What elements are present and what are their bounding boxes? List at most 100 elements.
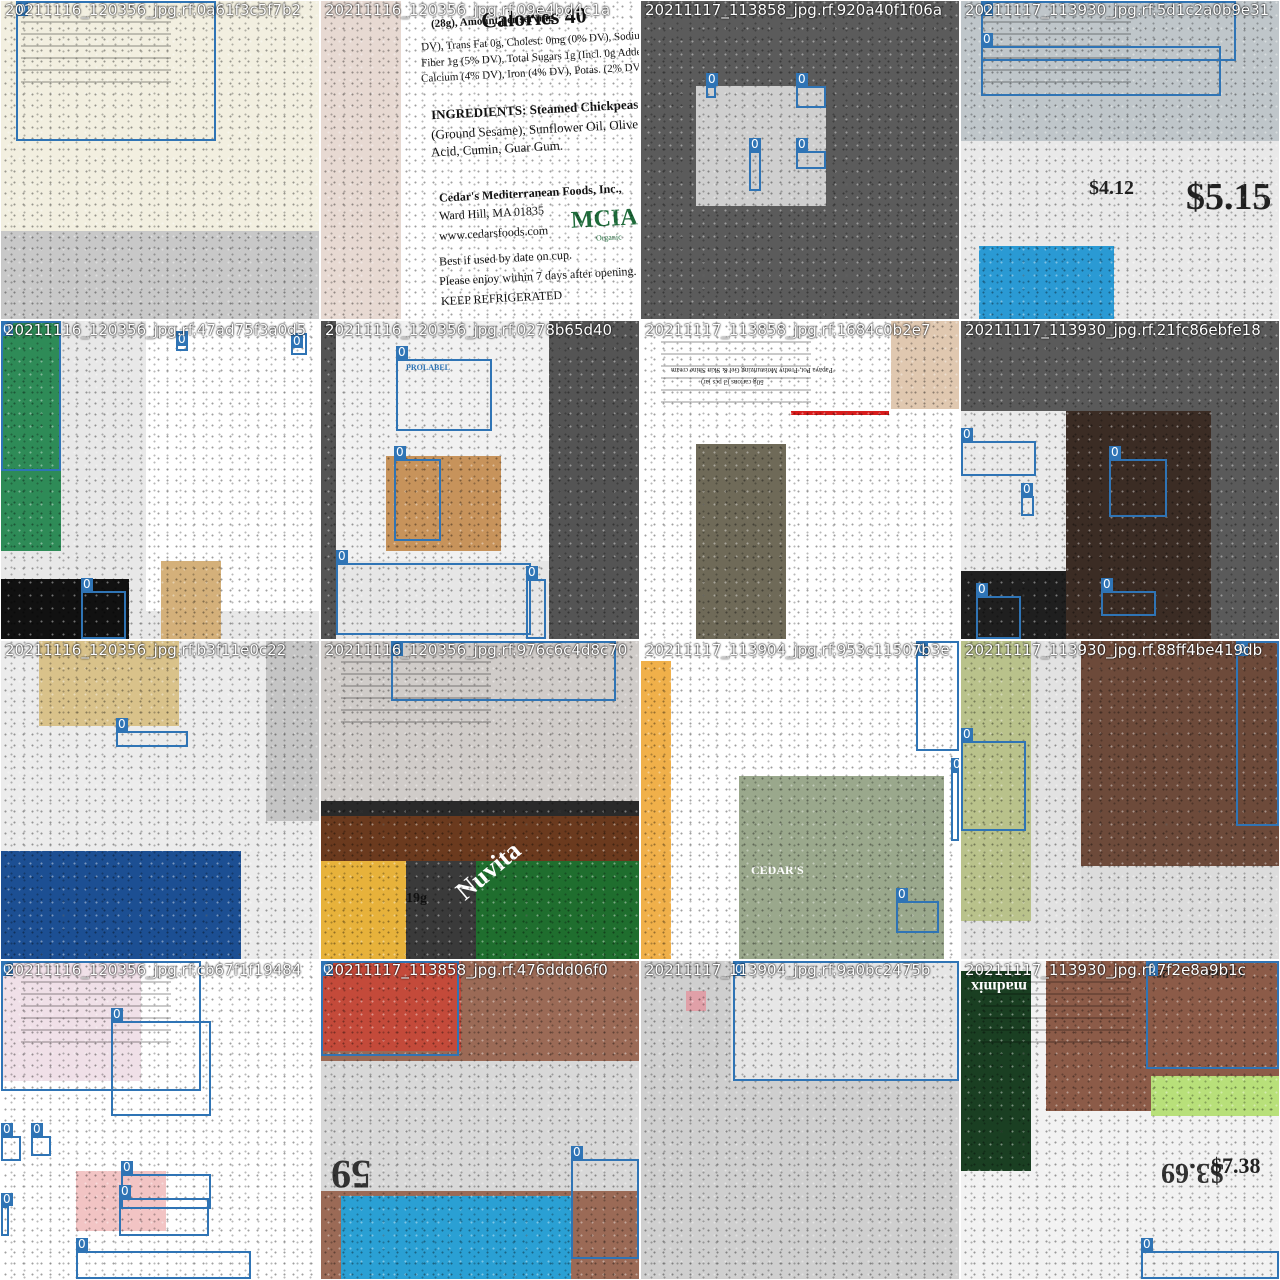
text-line bbox=[21, 57, 171, 59]
text-line bbox=[21, 21, 171, 23]
image-region bbox=[1151, 1076, 1279, 1116]
image-region bbox=[979, 246, 1114, 319]
text-line bbox=[661, 353, 811, 355]
detection-box: 0 bbox=[749, 138, 761, 191]
class-label: 0 bbox=[116, 717, 128, 731]
class-label: 0 bbox=[981, 32, 993, 46]
text-line bbox=[341, 661, 491, 663]
mosaic-tile: CEDAR'S 0 0 0 20211117_113904_jpg.rf.953c115… bbox=[641, 641, 959, 959]
mosaic-tile: Papaya Pot, Frothy Moisturizing Gel & Sk… bbox=[641, 321, 959, 639]
image-region bbox=[891, 321, 959, 409]
class-label: 0 bbox=[1, 1192, 13, 1206]
class-label: 0 bbox=[336, 549, 348, 563]
label-text-price: 59 bbox=[331, 1152, 371, 1197]
text-line bbox=[661, 401, 811, 403]
mosaic-tile: 0 0 0 0 20211116_120356_jpg.rf.47ad75f3a0d5 bbox=[1, 321, 319, 639]
detection-box: 0 bbox=[31, 1123, 51, 1156]
mosaic-tile: Nuvita 19g 0 20211116_120356_jpg.rf.976c6c4… bbox=[321, 641, 639, 959]
detection-box: 0 bbox=[571, 1146, 639, 1259]
detection-box: 0 bbox=[16, 1, 216, 141]
image-region bbox=[336, 561, 549, 639]
text-line bbox=[661, 389, 811, 391]
mosaic-tile: PROLABEL 0 0 0 0 20211116_120356_jpg.rf.0278b… bbox=[321, 321, 639, 639]
text-line bbox=[21, 81, 171, 83]
class-label: 0 bbox=[981, 2, 993, 16]
detection-box: 0 bbox=[111, 1008, 211, 1116]
image-region bbox=[961, 1, 1279, 141]
class-label: 0 bbox=[796, 72, 808, 86]
class-label: 0 bbox=[749, 137, 761, 151]
class-label: 0 bbox=[796, 137, 808, 151]
mosaic-tile: 0 0 0 0 20211117_113858_jpg.rf.920a40f1f06a bbox=[641, 1, 959, 319]
image-region bbox=[961, 571, 1066, 639]
detection-box: 0 bbox=[396, 346, 492, 431]
class-label: 0 bbox=[1236, 642, 1248, 656]
class-label: 0 bbox=[121, 1160, 133, 1174]
detection-box: 0 bbox=[961, 728, 1026, 831]
detection-box: 0 bbox=[733, 961, 959, 1081]
tile-filename: 20211117_113930_jpg.rf.21fc86ebfe18 bbox=[965, 321, 1261, 339]
detection-box: 0 bbox=[1146, 961, 1279, 1069]
mosaic-tile: 0 0 0 0 0 0 0 0 20211116_120356_jpg.rf.cb67f1f19… bbox=[1, 961, 319, 1279]
class-label: 0 bbox=[1, 1122, 13, 1136]
image-region bbox=[341, 1196, 571, 1279]
class-label: 0 bbox=[176, 332, 188, 346]
class-label: 0 bbox=[76, 1237, 88, 1251]
class-label: 0 bbox=[31, 1122, 43, 1136]
detection-box: 0 bbox=[1021, 483, 1034, 516]
class-label: 0 bbox=[1021, 482, 1033, 496]
label-text-desc1: Papaya Pot, Frothy Moisturizing Gel & Sk… bbox=[671, 366, 833, 374]
detection-box: 0 bbox=[321, 961, 459, 1056]
mosaic-tile: 59 0 0 20211117_113858_jpg.rf.476ddd06f0 bbox=[321, 961, 639, 1279]
class-label: 0 bbox=[951, 758, 959, 771]
image-region bbox=[1, 1, 319, 231]
text-line bbox=[21, 69, 171, 71]
text-line bbox=[981, 1029, 1131, 1031]
detection-box: 0 bbox=[116, 718, 188, 747]
image-region bbox=[321, 801, 639, 816]
detection-box: 0 bbox=[981, 33, 1221, 96]
text-line bbox=[341, 673, 491, 675]
detection-box: 0 bbox=[119, 1185, 209, 1236]
tile-filename: 20211116_120356_jpg.rf.0a61f3c5f7b2 bbox=[5, 1, 302, 19]
detection-box: 0 bbox=[1, 321, 61, 471]
class-label: 0 bbox=[961, 427, 973, 441]
class-label: 0 bbox=[896, 887, 908, 901]
text-line bbox=[981, 1017, 1131, 1019]
text-line bbox=[21, 45, 171, 47]
detection-box: 0 bbox=[391, 641, 616, 701]
tile-filename: 20211117_113904_jpg.rf.953c11507b3e bbox=[645, 641, 950, 659]
tile-filename: 20211116_120356_jpg.rf.cb67f1f19484 bbox=[5, 961, 302, 979]
text-line bbox=[341, 709, 491, 711]
text-line bbox=[661, 365, 811, 367]
text-line bbox=[21, 1029, 171, 1031]
detection-box: 0 bbox=[1, 961, 201, 1091]
detection-box: 0 bbox=[176, 331, 188, 351]
text-line bbox=[341, 721, 491, 723]
label-text-brand: madmix bbox=[971, 978, 1027, 995]
image-region bbox=[641, 661, 671, 959]
image-region bbox=[1, 851, 241, 959]
text-line bbox=[981, 69, 1131, 71]
tile-filename: 20211117_113858_jpg.rf.920a40f1f06a bbox=[645, 1, 943, 19]
mosaic-tile: Calories 40 (28g), Amount per serving DV),… bbox=[321, 1, 639, 319]
text-line bbox=[981, 993, 1131, 995]
class-label: 0 bbox=[526, 565, 538, 579]
class-label: 0 bbox=[291, 334, 303, 348]
mosaic-tile: 0 0 20211117_113930_jpg.rf.88ff4be419db bbox=[961, 641, 1279, 959]
mosaic-tile: 0 20211116_120356_jpg.rf.0a61f3c5f7b2 bbox=[1, 1, 319, 319]
detection-box: 0 bbox=[961, 428, 1036, 476]
detection-box: 0 bbox=[706, 73, 718, 98]
class-label: 0 bbox=[733, 962, 745, 976]
image-region bbox=[321, 816, 639, 861]
tile-filename: 20211117_113930_jpg.rf.7f2e8a9b1c bbox=[965, 961, 1246, 979]
class-label: 0 bbox=[1, 962, 13, 976]
image-region bbox=[1081, 641, 1279, 866]
class-label: 0 bbox=[119, 1184, 131, 1198]
image-region bbox=[686, 991, 706, 1011]
detection-box: 0 bbox=[796, 138, 826, 169]
image-region bbox=[39, 641, 179, 726]
class-label: 0 bbox=[396, 345, 408, 359]
text-line bbox=[981, 81, 1131, 83]
mosaic-tile: $4.12 $5.15 0 0 20211117_113930_jpg.rf.5d1c2… bbox=[961, 1, 1279, 319]
